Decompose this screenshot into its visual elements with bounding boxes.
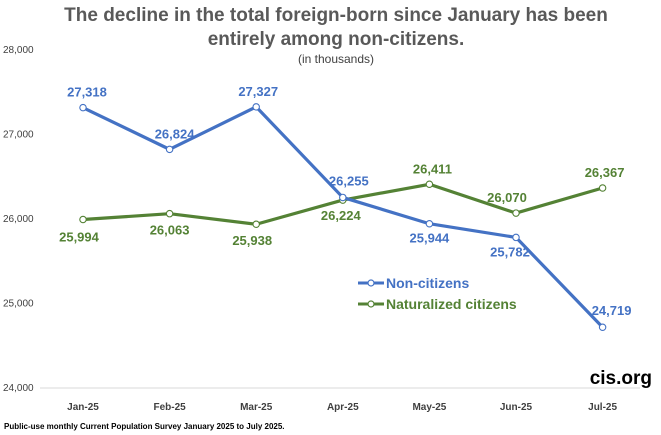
data-label-naturalized-citizens: 26,070 <box>487 190 527 205</box>
y-axis-ticks: 24,000 25,000 26,000 27,000 28,000 <box>3 45 34 394</box>
y-tick-label: 26,000 <box>3 214 34 225</box>
chart-title-line-1: The decline in the total foreign-born si… <box>64 5 608 26</box>
data-point-naturalized-citizens <box>252 220 260 228</box>
brand-label: cis.org <box>590 368 652 389</box>
chart-subtitle: (in thousands) <box>298 52 374 66</box>
data-label-naturalized-citizens: 25,994 <box>59 230 100 245</box>
y-tick-label: 28,000 <box>3 45 34 56</box>
x-tick-label: May-25 <box>412 402 446 413</box>
x-tick-label: Mar-25 <box>240 402 273 413</box>
data-label-non-citizens: 26,824 <box>155 126 196 141</box>
data-label-naturalized-citizens: 26,367 <box>585 165 625 180</box>
data-label-non-citizens: 27,318 <box>67 85 107 100</box>
data-label-non-citizens: 27,327 <box>238 84 278 99</box>
data-point-naturalized-citizens <box>512 209 520 217</box>
data-point-non-citizens <box>79 103 87 112</box>
x-tick-label: Feb-25 <box>153 402 186 413</box>
legend-label-naturalized-citizens: Naturalized citizens <box>386 296 517 312</box>
data-point-non-citizens <box>252 103 260 111</box>
y-tick-label: 27,000 <box>3 130 34 141</box>
x-tick-label: Jul-25 <box>588 402 617 413</box>
data-label-non-citizens: 25,944 <box>410 231 451 246</box>
data-label-naturalized-citizens: 25,938 <box>232 233 272 248</box>
data-point-non-citizens <box>598 323 607 331</box>
source-note: Public-use monthly Current Population Su… <box>4 422 285 431</box>
legend-label-non-citizens: Non-citizens <box>386 275 469 291</box>
data-label-naturalized-citizens: 26,063 <box>150 223 190 238</box>
x-tick-label: Jan-25 <box>67 402 99 413</box>
legend-marker-dot-non-citizens <box>367 279 375 287</box>
data-point-non-citizens <box>425 219 434 228</box>
data-point-naturalized-citizens <box>165 209 174 218</box>
x-tick-label: Apr-25 <box>327 402 359 413</box>
data-labels: 27,318 26,824 27,327 26,255 25,944 25,782 24,7… <box>59 84 631 318</box>
data-point-non-citizens <box>165 145 174 154</box>
data-label-naturalized-citizens: 26,224 <box>321 208 362 223</box>
data-label-non-citizens: 26,255 <box>329 173 369 188</box>
data-point-naturalized-citizens <box>79 215 87 224</box>
y-tick-label: 25,000 <box>3 299 34 310</box>
legend-marker-dot-naturalized-citizens <box>367 300 375 308</box>
data-point-non-citizens <box>339 193 347 202</box>
data-label-non-citizens: 25,782 <box>490 244 530 259</box>
data-point-naturalized-citizens <box>425 180 434 189</box>
data-point-naturalized-citizens <box>598 184 607 192</box>
series-group <box>79 103 607 331</box>
x-axis-ticks: Jan-25 Feb-25 Mar-25 Apr-25 May-25 Jun-25 Jul-… <box>67 402 617 413</box>
legend: Non-citizens Naturalized citizens <box>358 275 517 312</box>
data-label-naturalized-citizens: 26,411 <box>413 161 452 176</box>
chart-title-line-2: entirely among non-citizens. <box>208 29 465 50</box>
data-label-non-citizens: 24,719 <box>592 303 632 318</box>
x-tick-label: Jun-25 <box>500 402 533 413</box>
data-point-non-citizens <box>512 233 520 242</box>
y-tick-label: 24,000 <box>3 383 34 394</box>
